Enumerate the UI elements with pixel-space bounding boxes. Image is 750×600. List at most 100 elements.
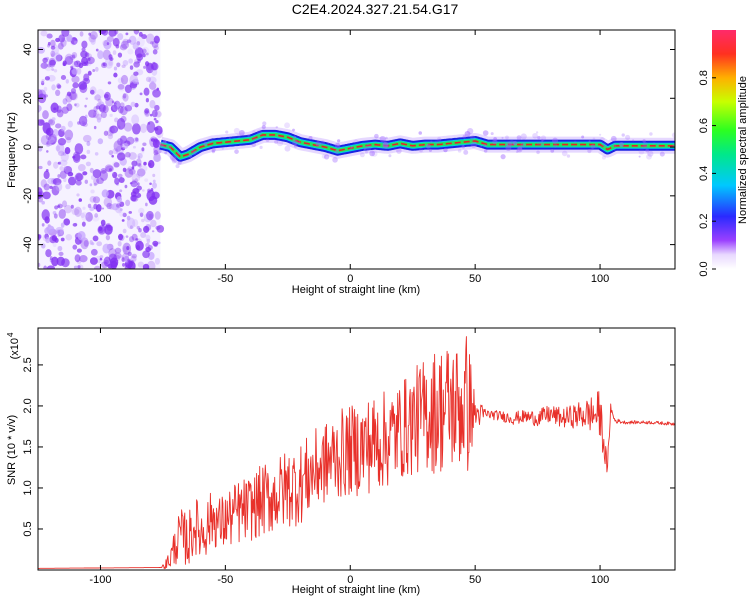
track-speckle bbox=[550, 149, 555, 153]
noise-point bbox=[87, 203, 92, 209]
track-speckle bbox=[501, 136, 504, 139]
noise-point bbox=[113, 140, 123, 152]
noise-point bbox=[116, 203, 122, 209]
noise-point bbox=[127, 48, 134, 55]
track-speckle bbox=[618, 142, 625, 148]
noise-point bbox=[46, 226, 49, 230]
noise-point bbox=[113, 66, 118, 71]
noise-point bbox=[127, 258, 131, 263]
noise-point bbox=[40, 80, 45, 84]
track-speckle bbox=[349, 148, 352, 151]
noise-point bbox=[143, 65, 147, 69]
top-x-tick: 100 bbox=[591, 30, 609, 285]
noise-point bbox=[51, 117, 56, 121]
track-speckle bbox=[171, 156, 178, 163]
noise-point bbox=[126, 217, 136, 230]
noise-point bbox=[118, 233, 124, 241]
noise-point bbox=[126, 215, 131, 221]
noise-point bbox=[135, 238, 139, 241]
noise-point bbox=[109, 125, 119, 134]
noise-point bbox=[136, 185, 142, 191]
colorbar-gradient bbox=[712, 30, 736, 269]
noise-point bbox=[89, 257, 98, 265]
track-speckle bbox=[259, 145, 263, 150]
noise-point bbox=[86, 56, 95, 65]
track-speckle bbox=[359, 152, 365, 158]
noise-point bbox=[72, 54, 76, 59]
noise-point bbox=[112, 50, 117, 55]
noise-point bbox=[144, 112, 149, 117]
noise-point bbox=[73, 265, 78, 269]
noise-point bbox=[79, 255, 88, 263]
noise-point bbox=[136, 168, 146, 177]
noise-point bbox=[136, 36, 145, 48]
track-speckle bbox=[632, 139, 635, 142]
colorbar-tick: 0.6 bbox=[698, 118, 716, 133]
noise-point bbox=[62, 98, 68, 105]
noise-point bbox=[122, 167, 127, 172]
noise-point bbox=[120, 255, 124, 259]
noise-point bbox=[92, 235, 99, 242]
noise-point bbox=[124, 84, 132, 94]
noise-point bbox=[65, 234, 73, 241]
noise-point bbox=[152, 240, 159, 247]
noise-point bbox=[74, 143, 84, 155]
track-speckle bbox=[539, 141, 545, 147]
noise-point bbox=[145, 202, 148, 207]
noise-point bbox=[45, 168, 49, 172]
noise-point bbox=[38, 119, 45, 126]
noise-point bbox=[40, 62, 48, 69]
noise-point bbox=[144, 178, 149, 182]
track-speckle bbox=[470, 135, 476, 141]
noise-point bbox=[103, 93, 109, 99]
noise-point bbox=[119, 189, 123, 193]
noise-point bbox=[126, 39, 132, 44]
noise-point bbox=[122, 228, 127, 234]
track-speckle bbox=[552, 137, 559, 144]
noise-point bbox=[47, 160, 52, 166]
colorbar-tick-label: 0.8 bbox=[698, 70, 710, 85]
bottom-y-tick-label: 2.5 bbox=[22, 357, 34, 372]
noise-point bbox=[119, 135, 128, 144]
noise-point bbox=[101, 189, 109, 198]
noise-point bbox=[90, 37, 96, 45]
noise-point bbox=[116, 62, 121, 68]
noise-point bbox=[43, 265, 48, 269]
noise-point bbox=[149, 113, 153, 117]
noise-point bbox=[119, 201, 125, 207]
noise-point bbox=[138, 227, 142, 233]
track-speckle bbox=[418, 131, 423, 135]
noise-point bbox=[57, 161, 62, 165]
track-speckle bbox=[621, 133, 625, 137]
noise-point bbox=[102, 105, 109, 114]
noise-point bbox=[119, 44, 128, 51]
track-speckle bbox=[211, 150, 215, 154]
noise-point bbox=[115, 206, 123, 214]
noise-point bbox=[145, 234, 151, 241]
noise-point bbox=[66, 103, 73, 112]
noise-point bbox=[131, 173, 141, 183]
noise-point bbox=[128, 210, 133, 214]
noise-point bbox=[131, 253, 138, 259]
track-speckle bbox=[659, 151, 665, 157]
bottom-y-tick-label: 1.0 bbox=[22, 480, 34, 495]
bottom-y-tick-label: 2.0 bbox=[22, 398, 34, 413]
noise-point bbox=[56, 256, 66, 267]
noise-point bbox=[70, 66, 74, 71]
noise-point bbox=[119, 102, 125, 108]
noise-point bbox=[110, 257, 119, 268]
noise-point bbox=[145, 223, 152, 231]
noise-point bbox=[78, 198, 83, 202]
noise-point bbox=[135, 192, 142, 198]
noise-point bbox=[96, 88, 105, 99]
noise-point bbox=[65, 183, 71, 190]
noise-point bbox=[153, 154, 162, 163]
track-speckle bbox=[508, 140, 515, 147]
noise-point bbox=[114, 177, 120, 185]
noise-point bbox=[122, 60, 129, 66]
noise-point bbox=[49, 256, 53, 261]
noise-point bbox=[87, 70, 92, 76]
noise-point bbox=[118, 105, 124, 114]
noise-point bbox=[145, 52, 149, 56]
colorbar-tick: 0.2 bbox=[698, 214, 716, 229]
